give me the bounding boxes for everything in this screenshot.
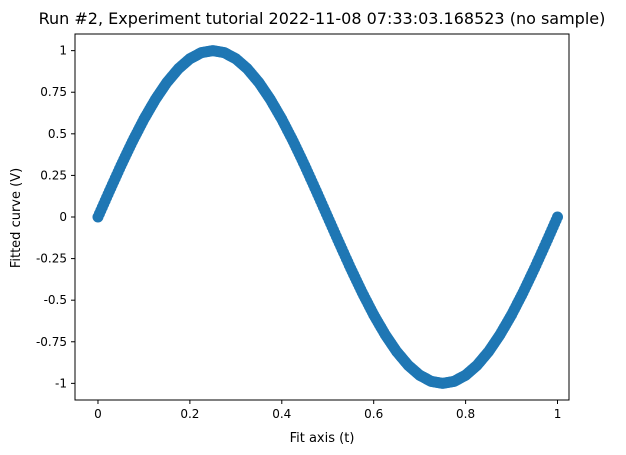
x-tick-label: 0.8 [456,407,475,421]
y-tick-label: -0.25 [36,252,67,266]
y-tick-label: -0.75 [36,335,67,349]
y-tick-label: -1 [55,376,67,390]
x-tick-label: 0.2 [180,407,199,421]
x-axis-label: Fit axis (t) [290,431,355,446]
x-tick-label: 0 [94,407,102,421]
y-axis: 1 0.75 0.5 0.25 0 -0.25 -0.5 -0.75 -1 [36,44,75,390]
x-tick-label: 1 [554,407,562,421]
x-tick-label: 0.4 [272,407,291,421]
y-axis-label: Fitted curve (V) [9,168,24,268]
y-tick-label: 0.25 [40,168,67,182]
y-tick-label: 1 [59,44,67,58]
series-points [92,45,564,389]
y-tick-label: -0.5 [44,293,67,307]
chart-title: Run #2, Experiment tutorial 2022-11-08 0… [39,9,606,28]
y-tick-label: 0 [59,210,67,224]
x-tick-label: 0.6 [364,407,383,421]
x-axis: 0 0.2 0.4 0.6 0.8 1 [94,400,561,421]
y-tick-label: 0.5 [48,127,67,141]
data-point [552,211,564,223]
y-tick-label: 0.75 [40,85,67,99]
